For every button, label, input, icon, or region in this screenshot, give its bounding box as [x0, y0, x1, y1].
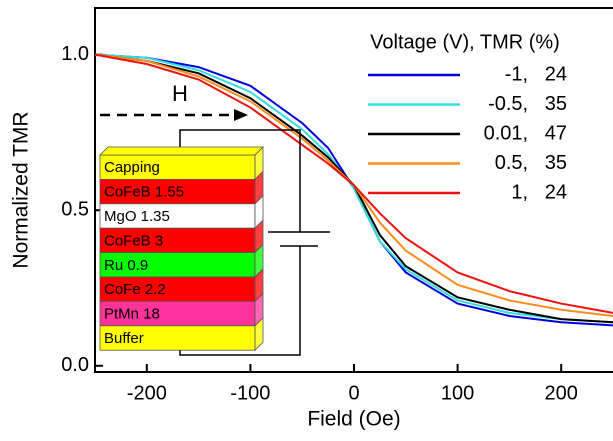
x-tick-label: 0 — [348, 382, 359, 404]
x-axis-label: Field (Oe) — [307, 408, 400, 431]
stack-layer-label: PtMn 18 — [104, 306, 160, 323]
legend-title: Voltage (V), TMR (%) — [370, 31, 560, 53]
plot-frame — [94, 7, 613, 373]
arrow-head — [234, 109, 248, 121]
stack-side — [254, 316, 264, 352]
stack-layer — [99, 154, 256, 180]
stack-layer — [99, 276, 256, 302]
legend-label: 1, 24 — [511, 181, 567, 203]
stack-layer — [99, 252, 256, 278]
y-axis-label: Normalized TMR — [10, 111, 33, 268]
x-tick-label: -200 — [127, 382, 167, 404]
y-tick-label: 0.5 — [61, 199, 89, 221]
wire — [179, 129, 301, 232]
y-tick-label: 1.0 — [61, 43, 89, 65]
stack-layer-label: MgO 1.35 — [104, 208, 170, 225]
legend-label: -1, 24 — [505, 63, 567, 85]
stack-layer-label: CoFeB 3 — [104, 232, 163, 249]
stack-layer-label: CoFe 2.2 — [104, 281, 166, 298]
series-line — [94, 53, 613, 324]
legend-label: 0.01, 47 — [484, 122, 567, 144]
x-tick-label: 200 — [545, 382, 578, 404]
series-line — [94, 53, 613, 314]
stack-layer — [99, 203, 256, 229]
legend-label: -0.5, 35 — [488, 93, 567, 115]
field-label: H — [172, 81, 188, 106]
stack-layer-label: Capping — [104, 159, 160, 176]
y-tick-label: 0.0 — [61, 354, 89, 376]
stack-layer-label: Ru 0.9 — [104, 257, 148, 274]
legend-label: 0.5, 35 — [495, 152, 567, 174]
stack-layer-label: Buffer — [104, 330, 144, 347]
stack-top — [99, 146, 264, 156]
x-tick-label: 100 — [441, 382, 474, 404]
stack-layer — [99, 300, 256, 327]
stack-layer — [99, 325, 256, 351]
wire — [179, 246, 301, 356]
x-tick-label: -100 — [230, 382, 270, 404]
stack-layer-label: CoFeB 1.55 — [104, 184, 184, 201]
stack-layer — [99, 178, 256, 205]
stack-layer — [99, 227, 256, 253]
